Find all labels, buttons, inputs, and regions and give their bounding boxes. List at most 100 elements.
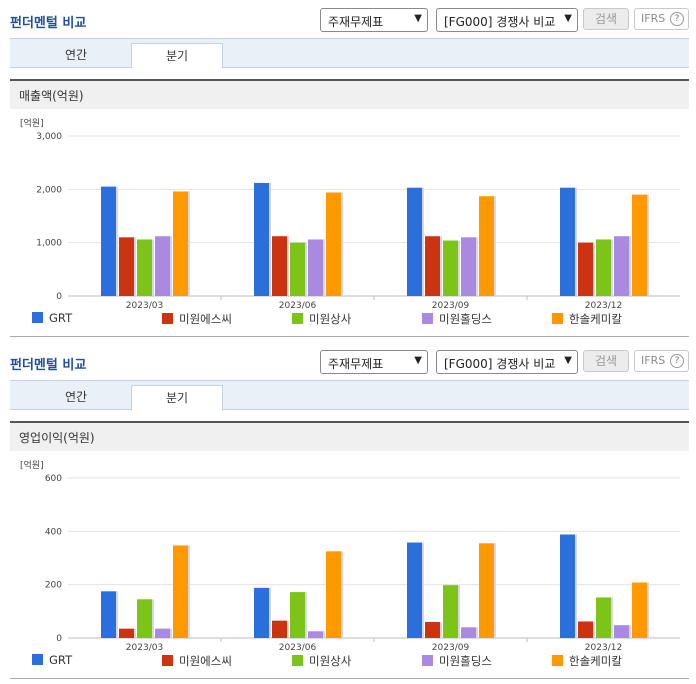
legend-swatch	[32, 312, 43, 323]
legend-item-hansol-chemical[interactable]: 한솔케미칼	[552, 653, 622, 669]
y-tick-label: 0	[56, 634, 62, 644]
bar	[119, 628, 134, 638]
help-icon[interactable]: ?	[670, 354, 684, 368]
x-tick-label: 2023/12	[585, 301, 622, 310]
metric-title: 매출액(억원)	[10, 79, 689, 109]
section-header: 펀더멘털 비교 주재무제표 ▼ [FG000] 경쟁사 비교 ▼ 검색 IFRS…	[0, 0, 696, 38]
legend-item-grt[interactable]: GRT	[32, 653, 72, 669]
period-tabs: 연간 분기	[10, 38, 689, 69]
bar	[596, 597, 611, 638]
compare-group-select[interactable]: [FG000] 경쟁사 비교 ▼	[436, 350, 578, 374]
bar	[578, 621, 593, 638]
bar	[632, 194, 647, 296]
bar	[155, 628, 170, 638]
chart-legend: GRT 미원에스씨 미원상사 미원홀딩스 한솔케미칼	[32, 653, 682, 671]
legend-item-miwon-holdings[interactable]: 미원홀딩스	[422, 653, 492, 669]
legend-swatch	[32, 654, 43, 665]
y-tick-label: 200	[45, 581, 62, 591]
legend-label: 미원에스씨	[179, 312, 232, 326]
tab-annual[interactable]: 연간	[64, 48, 88, 62]
fundamental-compare-operating-profit-section: 펀더멘털 비교 주재무제표 ▼ [FG000] 경쟁사 비교 ▼ 검색 IFRS…	[0, 342, 696, 684]
bar	[632, 582, 647, 638]
legend-item-miwon-sc[interactable]: 미원에스씨	[162, 311, 232, 327]
tab-quarterly[interactable]: 분기	[131, 43, 223, 69]
chevron-down-icon: ▼	[414, 13, 422, 24]
y-tick-label: 3,000	[36, 132, 62, 142]
legend-item-miwon-sc[interactable]: 미원에스씨	[162, 653, 232, 669]
search-button[interactable]: 검색	[583, 350, 629, 372]
legend-swatch	[422, 313, 433, 324]
legend-swatch	[292, 655, 303, 666]
x-tick-label: 2023/06	[279, 643, 317, 652]
x-tick-label: 2023/09	[432, 301, 470, 310]
legend-label: 한솔케미칼	[569, 312, 622, 326]
ifrs-button[interactable]: IFRS ?	[634, 350, 689, 372]
legend-label: 미원에스씨	[179, 654, 232, 668]
x-tick-label: 2023/03	[126, 643, 163, 652]
chart-legend: GRT 미원에스씨 미원상사 미원홀딩스 한솔케미칼	[32, 311, 682, 329]
y-axis-unit-label: [억원]	[20, 459, 44, 471]
bar	[254, 182, 269, 296]
legend-swatch	[422, 655, 433, 666]
x-tick-label: 2023/06	[279, 301, 317, 310]
bar	[101, 186, 116, 296]
section-divider	[10, 336, 689, 337]
bar	[407, 542, 422, 638]
x-tick-label: 2023/09	[432, 643, 470, 652]
legend-item-miwon-sangsa[interactable]: 미원상사	[292, 653, 351, 669]
bar	[272, 620, 287, 638]
legend-label: 한솔케미칼	[569, 654, 622, 668]
bar	[560, 187, 575, 296]
search-button[interactable]: 검색	[583, 8, 629, 30]
ifrs-button[interactable]: IFRS ?	[634, 8, 689, 30]
bar	[101, 591, 116, 638]
ifrs-label: IFRS	[641, 354, 666, 367]
bar	[308, 631, 323, 638]
y-tick-label: 600	[45, 474, 62, 484]
section-title: 펀더멘털 비교	[10, 16, 87, 31]
tab-annual[interactable]: 연간	[64, 390, 88, 404]
metric-title: 영업이익(억원)	[10, 421, 689, 451]
bar	[290, 592, 305, 638]
bar	[614, 625, 629, 638]
legend-item-grt[interactable]: GRT	[32, 311, 72, 327]
bar	[596, 239, 611, 296]
section-title: 펀더멘털 비교	[10, 358, 87, 373]
chevron-down-icon: ▼	[564, 13, 572, 24]
statement-type-select[interactable]: 주재무제표 ▼	[320, 350, 428, 374]
tab-quarterly[interactable]: 분기	[131, 385, 223, 411]
legend-label: GRT	[49, 311, 73, 325]
bar	[407, 187, 422, 296]
bar	[326, 192, 341, 296]
help-icon[interactable]: ?	[670, 12, 684, 26]
compare-group-value: [FG000] 경쟁사 비교	[444, 15, 556, 29]
legend-swatch	[292, 313, 303, 324]
bar	[254, 587, 269, 638]
period-tabs: 연간 분기	[10, 380, 689, 411]
legend-label: 미원상사	[309, 312, 352, 326]
statement-type-value: 주재무제표	[328, 15, 384, 29]
legend-swatch	[162, 655, 173, 666]
legend-swatch	[162, 313, 173, 324]
bar	[137, 599, 152, 638]
y-tick-label: 1,000	[36, 239, 62, 249]
legend-swatch	[552, 655, 563, 666]
y-tick-label: 400	[45, 527, 62, 537]
operating-profit-bar-chart: [억원] 0 200 400 600 2023/03 2023/06 2023/09 2023/…	[20, 459, 680, 652]
bar	[155, 236, 170, 296]
y-tick-label: 2,000	[36, 185, 62, 195]
bar	[578, 242, 593, 296]
legend-item-hansol-chemical[interactable]: 한솔케미칼	[552, 311, 622, 327]
statement-type-select[interactable]: 주재무제표 ▼	[320, 8, 428, 32]
legend-item-miwon-holdings[interactable]: 미원홀딩스	[422, 311, 492, 327]
bar	[560, 534, 575, 638]
section-header: 펀더멘털 비교 주재무제표 ▼ [FG000] 경쟁사 비교 ▼ 검색 IFRS…	[0, 342, 696, 380]
bar	[443, 585, 458, 638]
bar	[326, 551, 341, 638]
legend-item-miwon-sangsa[interactable]: 미원상사	[292, 311, 351, 327]
bar	[137, 239, 152, 296]
bar	[461, 627, 476, 638]
legend-label: GRT	[49, 653, 73, 667]
compare-group-select[interactable]: [FG000] 경쟁사 비교 ▼	[436, 8, 578, 32]
bar	[443, 240, 458, 296]
